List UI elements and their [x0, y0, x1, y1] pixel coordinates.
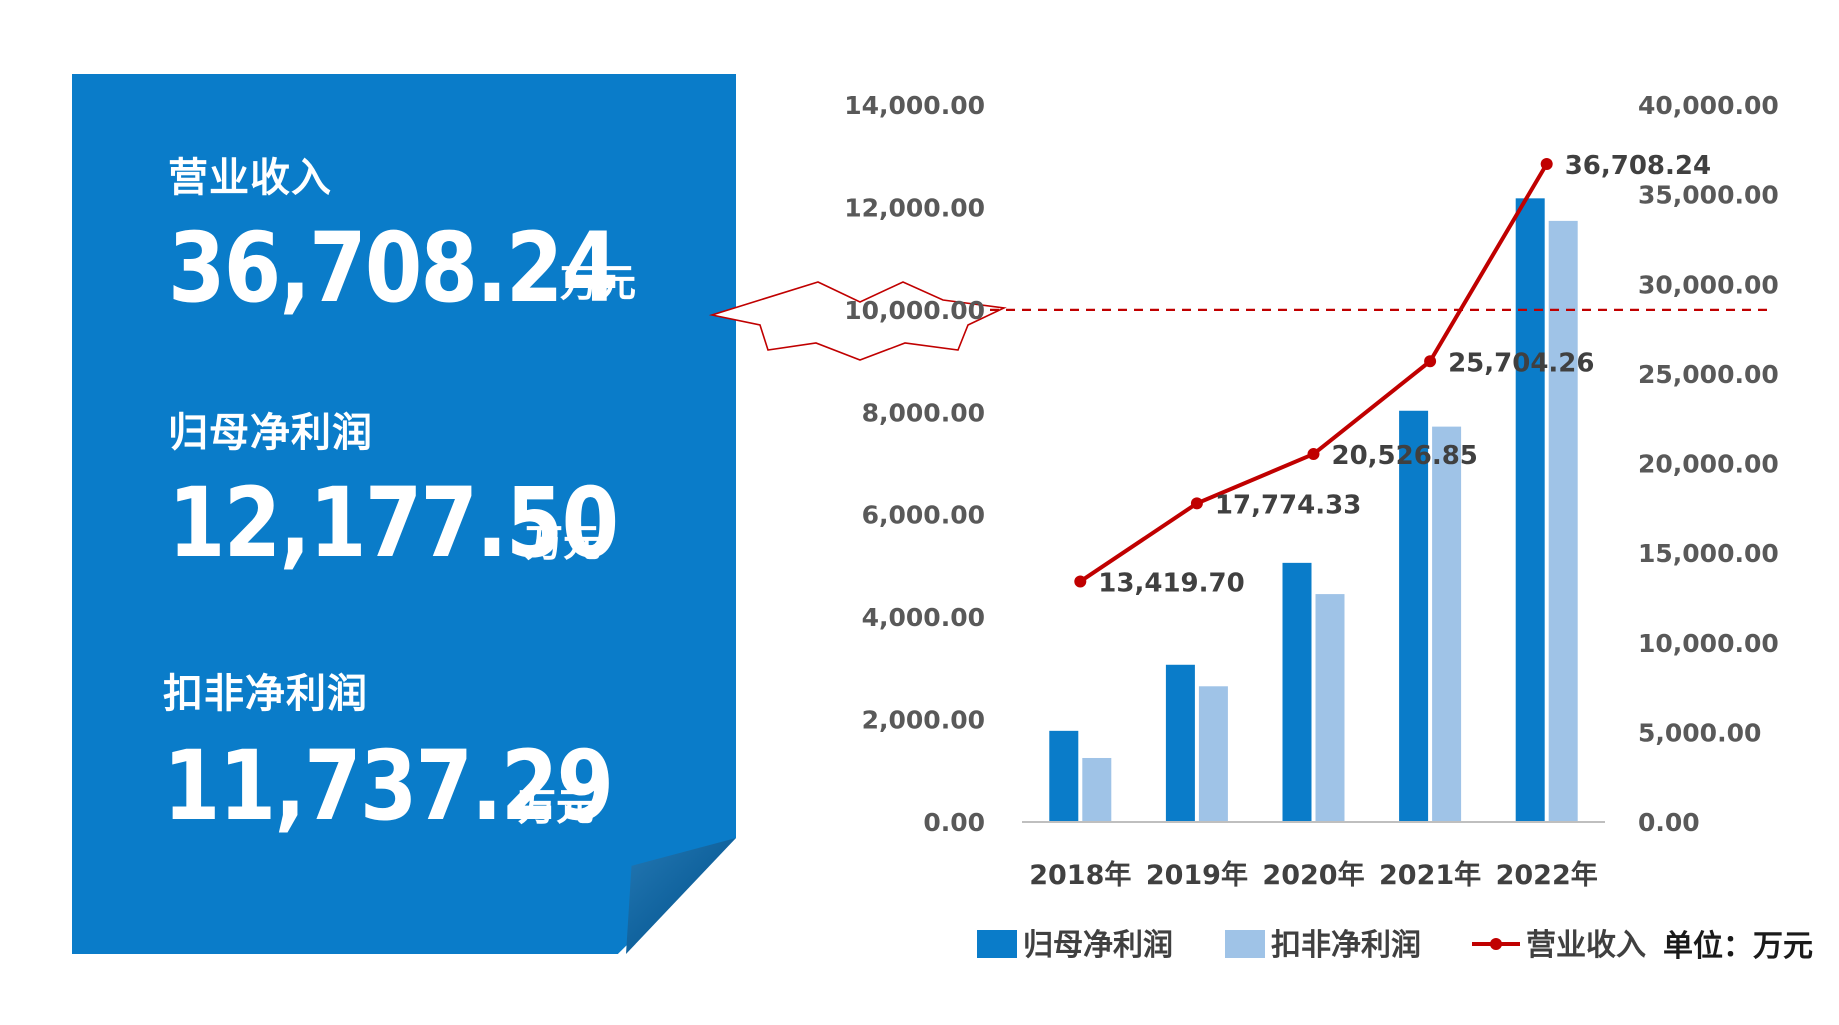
left-axis-tick-label: 14,000.00	[844, 91, 985, 120]
x-axis-tick-label: 2019年	[1146, 859, 1248, 891]
net-profit-unit: 万元	[525, 521, 602, 565]
right-axis-tick-label: 25,000.00	[1638, 360, 1779, 389]
legend-swatch-adjusted-net-profit	[1225, 930, 1265, 958]
right-axis-tick-label: 5,000.00	[1638, 718, 1761, 747]
bar-series	[1049, 198, 1578, 823]
bar-net-profit	[1515, 198, 1545, 823]
right-axis-tick-label: 35,000.00	[1638, 181, 1779, 210]
right-axis-tick-label: 40,000.00	[1638, 91, 1779, 120]
legend-label-revenue: 营业收入	[1526, 928, 1646, 963]
legend-label-adjusted-net-profit: 扣非净利润	[1271, 928, 1421, 963]
right-axis-tick-label: 20,000.00	[1638, 450, 1779, 479]
revenue-data-label: 20,526.85	[1332, 441, 1478, 471]
net-profit-label: 归母净利润	[168, 410, 373, 456]
revenue-point	[1424, 355, 1437, 368]
net-profit-number: 12,177.50	[168, 467, 619, 579]
revenue-label: 营业收入	[168, 155, 332, 201]
revenue-data-label: 25,704.26	[1448, 348, 1594, 378]
x-axis-tick-label: 2018年	[1029, 859, 1131, 891]
reference-tick-highlight-star	[708, 281, 1007, 361]
legend-swatch-net-profit	[977, 930, 1017, 958]
revenue-point	[1190, 497, 1203, 510]
left-axis-tick-label: 2,000.00	[862, 706, 985, 735]
left-axis-ticks: 0.00 2,000.00 4,000.00 6,000.00 8,000.00 10,0…	[844, 91, 985, 837]
adjusted-net-profit-label: 扣非净利润	[163, 671, 368, 717]
right-axis-tick-label: 0.00	[1638, 808, 1700, 837]
right-axis-tick-label: 15,000.00	[1638, 539, 1779, 568]
revenue-point	[1307, 448, 1320, 461]
legend-swatch-revenue-point	[1490, 938, 1502, 950]
left-axis-tick-label: 8,000.00	[862, 398, 985, 427]
x-axis-tick-label: 2022年	[1496, 859, 1598, 891]
bar-adjusted-net-profit	[1432, 426, 1462, 822]
bar-adjusted-net-profit	[1315, 594, 1345, 822]
left-axis-tick-label: 0.00	[923, 808, 985, 837]
revenue-data-label: 36,708.24	[1565, 151, 1711, 181]
right-axis-tick-label: 30,000.00	[1638, 270, 1779, 299]
bar-net-profit	[1165, 664, 1195, 822]
revenue-unit: 万元	[560, 261, 637, 305]
bar-net-profit	[1049, 730, 1079, 822]
bar-adjusted-net-profit	[1548, 220, 1578, 823]
net-profit-value: 12,177.50	[168, 467, 691, 579]
revenue-number: 36,708.24	[168, 212, 619, 324]
revenue-points	[1074, 158, 1553, 588]
x-axis-tick-label: 2021年	[1379, 859, 1481, 891]
bar-adjusted-net-profit	[1082, 757, 1112, 822]
left-axis-tick-label: 10,000.00	[844, 296, 985, 325]
bar-net-profit	[1399, 410, 1429, 822]
revenue-data-label: 17,774.33	[1215, 490, 1361, 520]
revenue-point	[1074, 575, 1087, 588]
x-axis-labels: 2018年 2019年 2020年 2021年 2022年	[1029, 859, 1598, 891]
revenue-value: 36,708.24	[168, 212, 691, 324]
unit-note: 单位：万元	[1663, 929, 1813, 964]
left-axis-tick-label: 6,000.00	[862, 501, 985, 530]
bar-adjusted-net-profit	[1198, 686, 1228, 822]
right-axis-tick-label: 10,000.00	[1638, 629, 1779, 658]
legend-label-net-profit: 归母净利润	[1023, 928, 1173, 963]
left-axis-tick-label: 4,000.00	[862, 603, 985, 632]
adjusted-net-profit-unit: 万元	[518, 785, 595, 829]
revenue-data-label: 13,419.70	[1098, 568, 1244, 598]
adjusted-net-profit-value: 11,737.29	[163, 730, 686, 842]
adjusted-net-profit-number: 11,737.29	[163, 730, 614, 842]
left-axis-tick-label: 12,000.00	[844, 193, 985, 222]
bar-net-profit	[1282, 562, 1312, 822]
revenue-data-labels: 13,419.70 17,774.33 20,526.85 25,704.26 36,7…	[1098, 151, 1711, 598]
legend: 归母净利润 扣非净利润 营业收入	[977, 928, 1646, 963]
revenue-point	[1540, 158, 1553, 171]
x-axis-tick-label: 2020年	[1262, 859, 1364, 891]
right-axis-ticks: 0.00 5,000.00 10,000.00 15,000.00 20,000.00 2…	[1638, 91, 1779, 837]
summary-card	[72, 74, 736, 954]
